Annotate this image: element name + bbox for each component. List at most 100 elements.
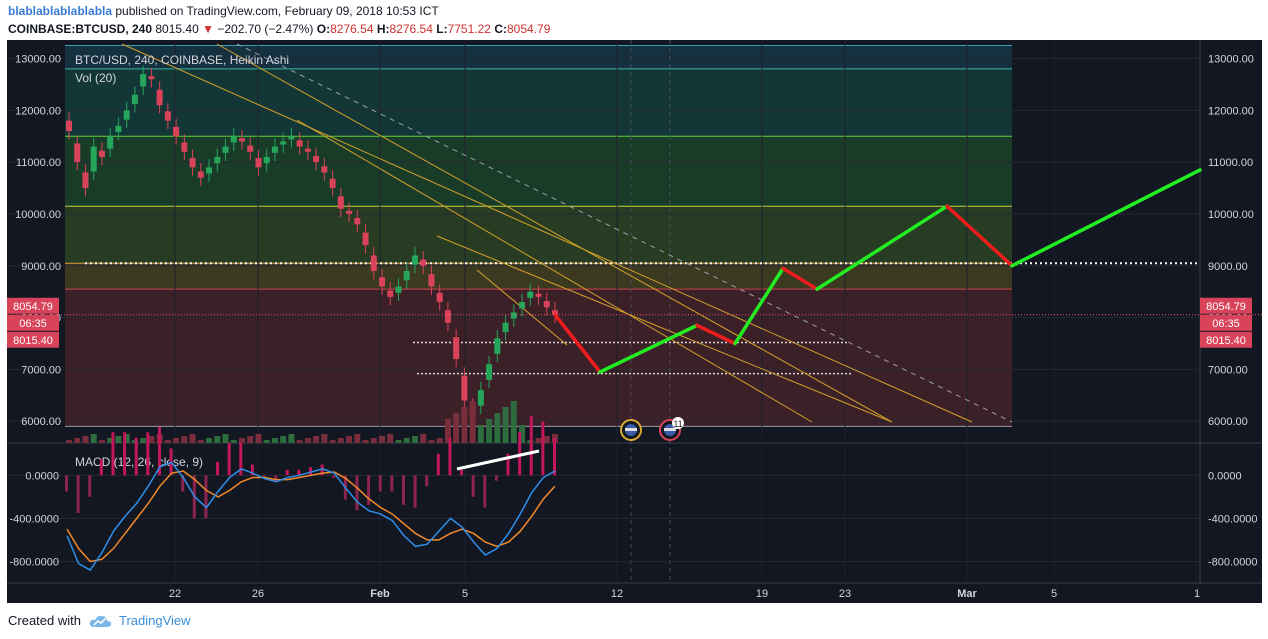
us-flag-stripe [625,428,637,431]
volume-bar [444,419,451,443]
macd-histogram-bar [65,475,68,492]
volume-bar [337,438,344,443]
y-tick-label-left: 13000.00 [15,54,61,66]
candle-body [173,126,180,137]
volume-bar [107,438,114,443]
macd-y-tick-right: -400.0000 [1208,513,1258,525]
macd-histogram-bar [471,475,475,497]
price-chart[interactable]: 6000.006000.007000.007000.008000.008000.… [7,40,1262,603]
volume-bar [206,438,213,443]
candle-body [271,146,278,153]
volume-bar [403,438,410,443]
macd-histogram-bar [483,475,487,508]
volume-bar [288,434,295,443]
y-tick-label-left: 9000.00 [21,261,61,273]
volume-bar [123,434,130,443]
x-tick-label: 23 [839,588,851,600]
fib-zone [65,289,1012,427]
candle-body [140,74,147,87]
candle-body [304,148,311,152]
candle-body [346,210,353,214]
macd-histogram-bar [460,469,464,476]
x-tick-label: 22 [169,588,181,600]
macd-histogram-bar [553,437,556,476]
candle-body [238,138,245,142]
volume-bar [535,438,542,443]
candle-body [197,171,204,178]
fib-zone [65,206,1012,264]
divergence-line [456,449,540,471]
close-price-tag-left: 8054.79 [13,301,53,313]
open-value: 8276.54 [330,22,374,36]
candle-body [519,302,526,309]
down-arrow-icon: ▼ [202,22,214,36]
candle-body [362,232,369,246]
footer: Created with TradingView [8,613,191,628]
macd-y-tick-right: 0.0000 [1208,470,1242,482]
candle-body [527,291,534,298]
candle-body [156,89,163,106]
y-tick-label-right: 11000.00 [1208,157,1253,169]
x-tick-label: 1 [1194,588,1200,600]
volume-bar [164,440,171,443]
macd-histogram-bar [88,475,92,497]
candle-body [510,312,517,319]
volume-bar [173,438,180,443]
candle-body [403,270,410,281]
candle-body [387,290,394,297]
macd-histogram-bar [134,437,138,476]
macd-histogram-bar [99,459,103,476]
fib-zone [65,263,1012,290]
candle-body [313,155,320,163]
macd-y-tick-left: -400.0000 [9,513,59,525]
x-tick-label: 5 [462,588,468,600]
created-with-label: Created with [8,613,81,628]
macd-histogram-bar [320,464,324,476]
dashed-trendline [236,43,1013,423]
macd-histogram-bar [111,432,115,476]
candle-body [181,142,188,152]
candle-body [214,156,221,164]
x-tick-label: 5 [1051,588,1057,600]
macd-histogram-bar [216,461,220,476]
volume-bar [296,440,303,443]
candle-body [543,301,550,308]
macd-histogram-bar [181,475,185,492]
x-tick-label: 19 [756,588,768,600]
projection-down-leg [695,323,737,346]
y-tick-label-right: 12000.00 [1208,105,1254,117]
macd-histogram-bar [332,475,336,478]
author-link[interactable]: blablablablablabla [8,4,113,18]
volume-bar [181,436,188,443]
candle-body [123,110,130,120]
us-flag-stripe [664,428,676,431]
change-value: −202.70 (−2.47%) [217,22,314,36]
volume-bar [510,401,517,443]
open-label: O: [316,22,331,36]
trendline [216,43,893,423]
macd-histogram-bar [76,475,80,513]
candle-body [263,156,270,164]
y-tick-label-left: 10000.00 [15,209,61,221]
candle-body [354,218,361,225]
volume-bar [66,440,72,443]
tradingview-cloud-icon [89,615,112,627]
candle-body [66,120,72,132]
tradingview-link[interactable]: TradingView [118,613,191,628]
projection-up-leg [1010,168,1202,268]
volume-bar [346,436,353,443]
candle-body [189,158,196,168]
macd-title: MACD (12, 26, close, 9) [75,455,203,469]
fib-zone [65,45,1012,69]
close-price-tag-right: 8054.79 [1206,301,1246,313]
macd-histogram-bar [494,475,498,481]
close-label: C: [494,22,507,36]
x-tick-label: Mar [957,588,977,600]
y-tick-label-left: 6000.00 [21,416,61,428]
event-count-badge [672,417,684,429]
macd-histogram-bar [250,464,254,476]
volume-bar [387,434,394,443]
volume-bar [304,438,311,443]
close-price-tag-box-right [1200,297,1252,314]
candle-body [107,136,114,149]
